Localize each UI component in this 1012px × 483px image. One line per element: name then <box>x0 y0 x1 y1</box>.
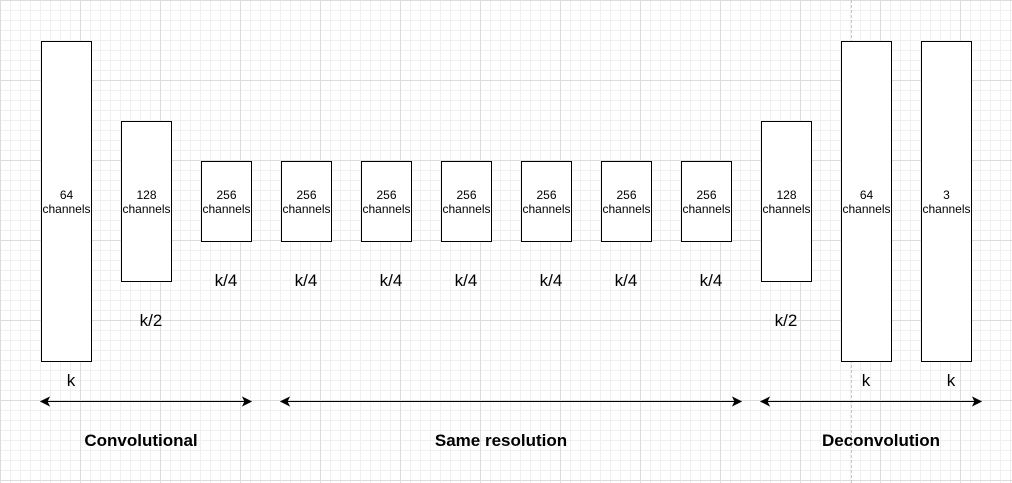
layer-channels-word: channels <box>922 201 971 216</box>
layer-same-3: 256 channels <box>441 161 492 242</box>
layer-channels-word: channels <box>762 201 811 216</box>
size-label-same-5: k/4 <box>614 271 638 290</box>
size-label-conv-256: k/4 <box>214 271 238 290</box>
layer-channels-word: channels <box>362 201 411 216</box>
size-label-same-2: k/4 <box>379 271 403 290</box>
layer-same-2: 256 channels <box>361 161 412 242</box>
layer-channels: 256 <box>616 187 637 202</box>
layer-channels-word: channels <box>122 201 171 216</box>
section-title-convolutional: Convolutional <box>84 431 198 450</box>
layer-channels: 256 <box>536 187 557 202</box>
size-label-conv-64: k <box>66 371 76 390</box>
layer-channels: 64 <box>59 187 74 202</box>
layer-channels-word: channels <box>842 201 891 216</box>
layer-channels: 256 <box>216 187 237 202</box>
size-label-conv-128: k/2 <box>139 311 163 330</box>
layer-conv-128: 128 channels <box>121 121 172 282</box>
layer-deconv-3: 3 channels <box>921 41 972 362</box>
layer-channels-word: channels <box>602 201 651 216</box>
layer-channels-word: channels <box>202 201 251 216</box>
size-label-deconv-128: k/2 <box>774 311 798 330</box>
layer-channels: 64 <box>859 187 874 202</box>
layer-channels: 256 <box>376 187 397 202</box>
layer-channels: 128 <box>776 187 797 202</box>
size-label-same-3: k/4 <box>454 271 478 290</box>
layer-deconv-64: 64 channels <box>841 41 892 362</box>
layer-channels-word: channels <box>682 201 731 216</box>
layer-channels-word: channels <box>442 201 491 216</box>
arrow-deconvolution <box>759 396 983 407</box>
size-label-same-6: k/4 <box>699 271 723 290</box>
layer-channels: 256 <box>456 187 477 202</box>
layer-conv-64: 64 channels <box>41 41 92 362</box>
layer-channels-word: channels <box>282 201 331 216</box>
layer-same-1: 256 channels <box>281 161 332 242</box>
layer-channels: 128 <box>136 187 157 202</box>
layer-same-6: 256 channels <box>681 161 732 242</box>
layer-same-5: 256 channels <box>601 161 652 242</box>
size-label-same-1: k/4 <box>294 271 318 290</box>
size-label-same-4: k/4 <box>539 271 563 290</box>
arrow-same-resolution <box>279 396 743 407</box>
layer-channels: 256 <box>696 187 717 202</box>
section-title-deconvolution: Deconvolution <box>821 431 941 450</box>
arrow-convolutional <box>39 396 253 407</box>
layer-channels-word: channels <box>522 201 571 216</box>
layer-channels-word: channels <box>42 201 91 216</box>
section-title-same-resolution: Same resolution <box>434 431 568 450</box>
size-label-deconv-3: k <box>946 371 956 390</box>
layer-same-4: 256 channels <box>521 161 572 242</box>
layer-channels: 256 <box>296 187 317 202</box>
layer-channels: 3 <box>943 187 950 202</box>
size-label-deconv-64: k <box>861 371 871 390</box>
layer-deconv-128: 128 channels <box>761 121 812 282</box>
layer-conv-256: 256 channels <box>201 161 252 242</box>
